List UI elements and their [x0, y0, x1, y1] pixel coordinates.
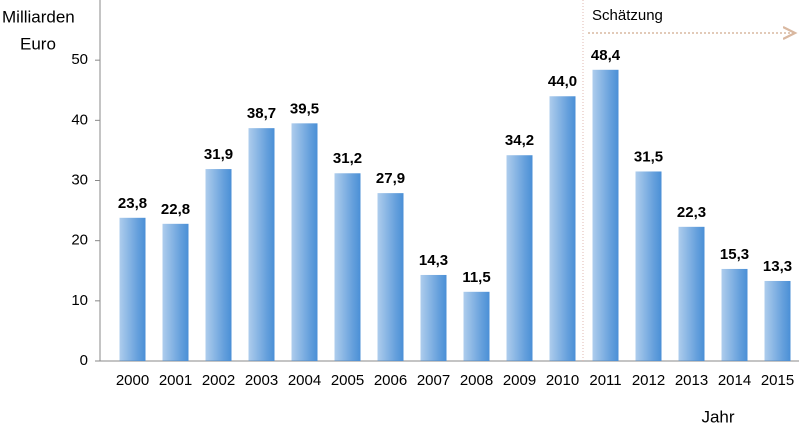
- bar: [205, 169, 232, 361]
- bar: [162, 223, 189, 361]
- y-tick-label: 50: [71, 51, 88, 68]
- bar: [635, 171, 662, 361]
- bar: [377, 193, 404, 361]
- x-tick-label: 2003: [245, 372, 278, 389]
- bar: [592, 69, 619, 361]
- x-tick-label: 2005: [331, 372, 364, 389]
- bar: [248, 128, 275, 361]
- x-tick-label: 2014: [718, 372, 751, 389]
- x-tick-label: 2000: [116, 372, 149, 389]
- annotation: Schätzung: [592, 7, 663, 24]
- bar: [549, 96, 576, 362]
- x-tick-label: 2013: [675, 372, 708, 389]
- y-tick-label: 20: [71, 232, 88, 249]
- value-label: 34,2: [505, 132, 534, 149]
- value-label: 13,3: [763, 258, 792, 275]
- value-label: 11,5: [462, 269, 490, 286]
- x-tick-label: 2007: [417, 372, 450, 389]
- value-label: 22,8: [161, 201, 190, 218]
- bar: [291, 123, 318, 361]
- value-label: 44,0: [548, 73, 577, 90]
- bar: [334, 173, 361, 361]
- bar: [721, 268, 748, 361]
- y-tick-label: 10: [71, 292, 88, 309]
- x-tick-label: 2008: [460, 372, 493, 389]
- bar: [420, 274, 447, 361]
- value-label: 22,3: [677, 204, 706, 221]
- bar: [119, 217, 146, 361]
- x-tick-label: 2011: [589, 372, 621, 389]
- x-tick-label: 2012: [632, 372, 665, 389]
- value-label: 27,9: [376, 170, 405, 187]
- x-tick-label: 2010: [546, 372, 579, 389]
- y-tick-label: 30: [71, 171, 88, 188]
- bar: [678, 226, 705, 361]
- x-tick-label: 2006: [374, 372, 407, 389]
- value-label: 48,4: [591, 47, 621, 64]
- value-label: 31,9: [204, 146, 233, 163]
- x-axis-label: Jahr: [701, 407, 734, 426]
- y-tick-label: 40: [71, 111, 88, 128]
- value-label: 14,3: [419, 252, 448, 269]
- x-tick-label: 2015: [761, 372, 794, 389]
- x-tick-label: 2002: [202, 372, 235, 389]
- y-tick-label: 0: [80, 352, 88, 369]
- bar: [506, 155, 533, 361]
- x-tick-label: 2001: [159, 372, 192, 389]
- value-label: 39,5: [290, 100, 319, 117]
- x-tick-label: 2004: [288, 372, 321, 389]
- x-tick-label: 2009: [503, 372, 536, 389]
- value-label: 23,8: [118, 195, 147, 212]
- bar: [764, 280, 791, 361]
- value-label: 15,3: [720, 246, 749, 263]
- y-axis-label: Milliarden: [2, 7, 75, 26]
- bar: [463, 291, 490, 361]
- value-label: 31,2: [333, 150, 362, 167]
- value-label: 38,7: [247, 105, 276, 122]
- value-label: 31,5: [634, 148, 663, 165]
- y-axis-label: Euro: [20, 34, 56, 53]
